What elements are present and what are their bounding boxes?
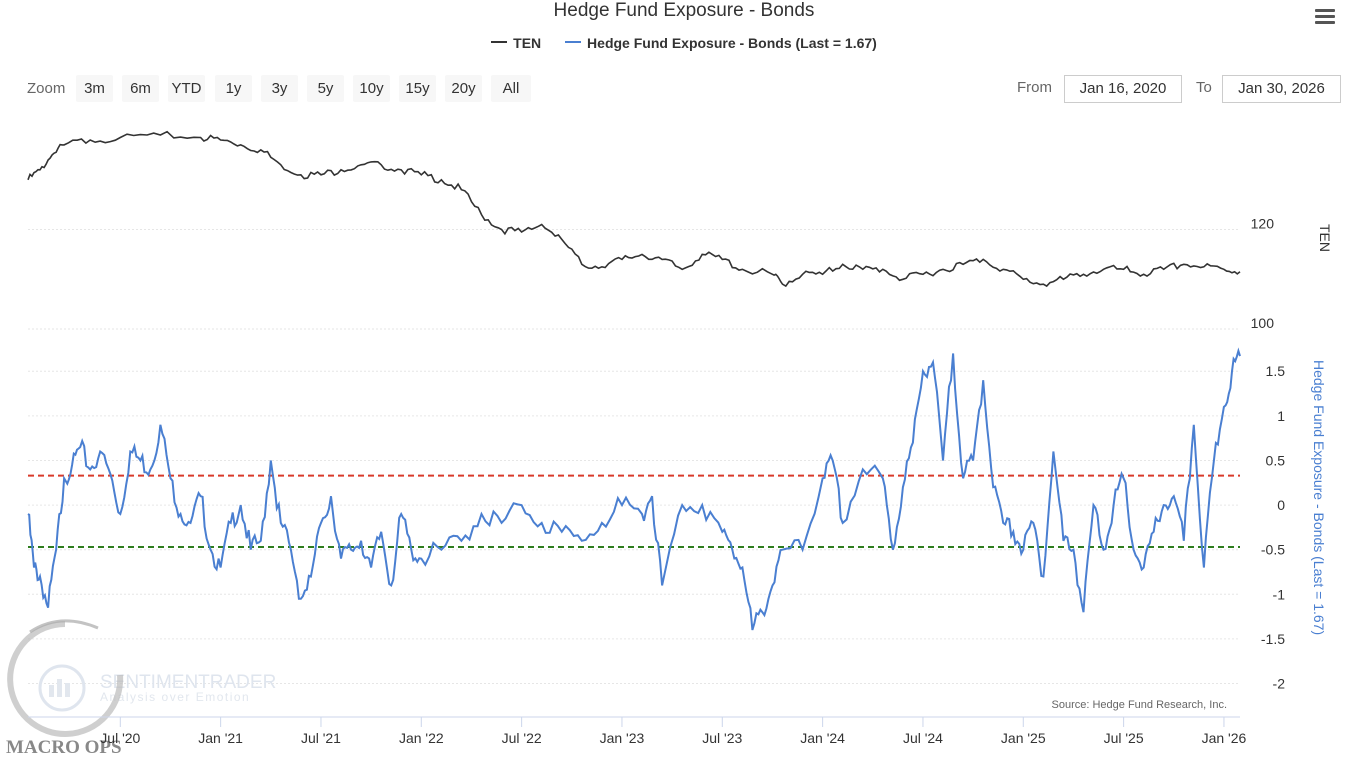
watermark-brand: SENTIMENTRADER <box>100 672 276 693</box>
x-axis-tick-label: Jan '23 <box>600 730 645 746</box>
legend-item-hedge-fund-exposure[interactable]: Hedge Fund Exposure - Bonds (Last = 1.67… <box>565 35 877 51</box>
x-axis-tick-label: Jul '22 <box>502 730 542 746</box>
hedge-fund-y-tick-label: -1.5 <box>1261 631 1285 647</box>
zoom-button-10y[interactable]: 10y <box>353 75 390 102</box>
x-axis-tick-label: Jan '26 <box>1202 730 1247 746</box>
chart-title: Hedge Fund Exposure - Bonds <box>553 0 815 21</box>
macro-ops-text: MACRO OPS <box>6 737 122 758</box>
hedge-fund-y-tick-label: -0.5 <box>1261 542 1285 558</box>
hedge-fund-y-tick-label: 1.5 <box>1266 363 1286 379</box>
ten-y-tick-label: 120 <box>1251 216 1275 232</box>
to-label: To <box>1196 79 1212 96</box>
zoom-button-ytd[interactable]: YTD <box>168 75 205 102</box>
from-label: From <box>1017 79 1052 96</box>
zoom-button-15y[interactable]: 15y <box>399 75 436 102</box>
sentimentrader-logo <box>38 664 86 712</box>
x-axis-tick-label: Jul '21 <box>301 730 341 746</box>
ten-axis-title: TEN <box>1317 224 1333 252</box>
x-axis-ticks: Jul '20 Jan '21 Jul '21 Jan '22 Jul '22 Jan '… <box>28 716 1247 746</box>
legend-swatch-hedge-fund-exposure <box>565 41 582 44</box>
ten-series-line <box>27 130 1241 288</box>
zoom-button-1y[interactable]: 1y <box>215 75 252 102</box>
macro-ops-logo <box>7 619 124 737</box>
legend: TEN Hedge Fund Exposure - Bonds (Last = … <box>0 35 1345 51</box>
chart-menu-button[interactable] <box>1313 6 1337 28</box>
hedge-fund-y-tick-label: 1 <box>1277 408 1285 424</box>
zoom-button-3m[interactable]: 3m <box>76 75 113 102</box>
x-axis-tick-label: Jan '21 <box>198 730 243 746</box>
zoom-button-all[interactable]: All <box>491 75 531 102</box>
hedge-fund-y-tick-label: -2 <box>1273 676 1286 692</box>
zoom-button-6m[interactable]: 6m <box>122 75 159 102</box>
hedge-fund-y-tick-label: 0.5 <box>1266 452 1286 468</box>
hedge-fund-y-tick-label: -1 <box>1273 586 1286 602</box>
hedge-fund-y-tick-label: 0 <box>1277 497 1285 513</box>
to-date-input[interactable]: Jan 30, 2026 <box>1222 75 1341 103</box>
gridlines <box>28 229 1240 685</box>
hedge-fund-axis-title: Hedge Fund Exposure - Bonds (Last = 1.67… <box>1311 360 1327 635</box>
source-note: Source: Hedge Fund Research, Inc. <box>1052 699 1227 711</box>
legend-item-ten[interactable]: TEN <box>491 35 541 51</box>
zoom-button-20y[interactable]: 20y <box>445 75 482 102</box>
x-axis-tick-label: Jul '23 <box>702 730 742 746</box>
x-axis-tick-label: Jul '20 <box>100 730 140 746</box>
x-axis-tick-label: Jan '25 <box>1001 730 1046 746</box>
from-date-input[interactable]: Jan 16, 2020 <box>1064 75 1182 103</box>
watermark-tagline: Analysis over Emotion <box>100 690 250 704</box>
x-axis-tick-label: Jul '25 <box>1104 730 1144 746</box>
menu-icon <box>1315 9 1335 12</box>
ten-y-tick-label: 100 <box>1251 315 1275 331</box>
ten-y-axis-ticks: 100 120 <box>1251 216 1275 332</box>
watermark: SENTIMENTRADER Analysis over Emotion MAC… <box>6 619 276 758</box>
zoom-label: Zoom <box>27 80 66 97</box>
x-axis-tick-label: Jul '24 <box>903 730 943 746</box>
hedge-fund-y-axis-ticks: -2 -1.5 -1 -0.5 0 0.5 1 1.5 <box>1261 363 1285 691</box>
hedge-fund-series-line <box>27 347 1241 631</box>
zoom-button-5y[interactable]: 5y <box>307 75 344 102</box>
legend-swatch-ten <box>491 41 508 44</box>
x-axis-tick-label: Jan '22 <box>399 730 444 746</box>
x-axis-tick-label: Jan '24 <box>800 730 845 746</box>
zoom-button-3y[interactable]: 3y <box>261 75 298 102</box>
